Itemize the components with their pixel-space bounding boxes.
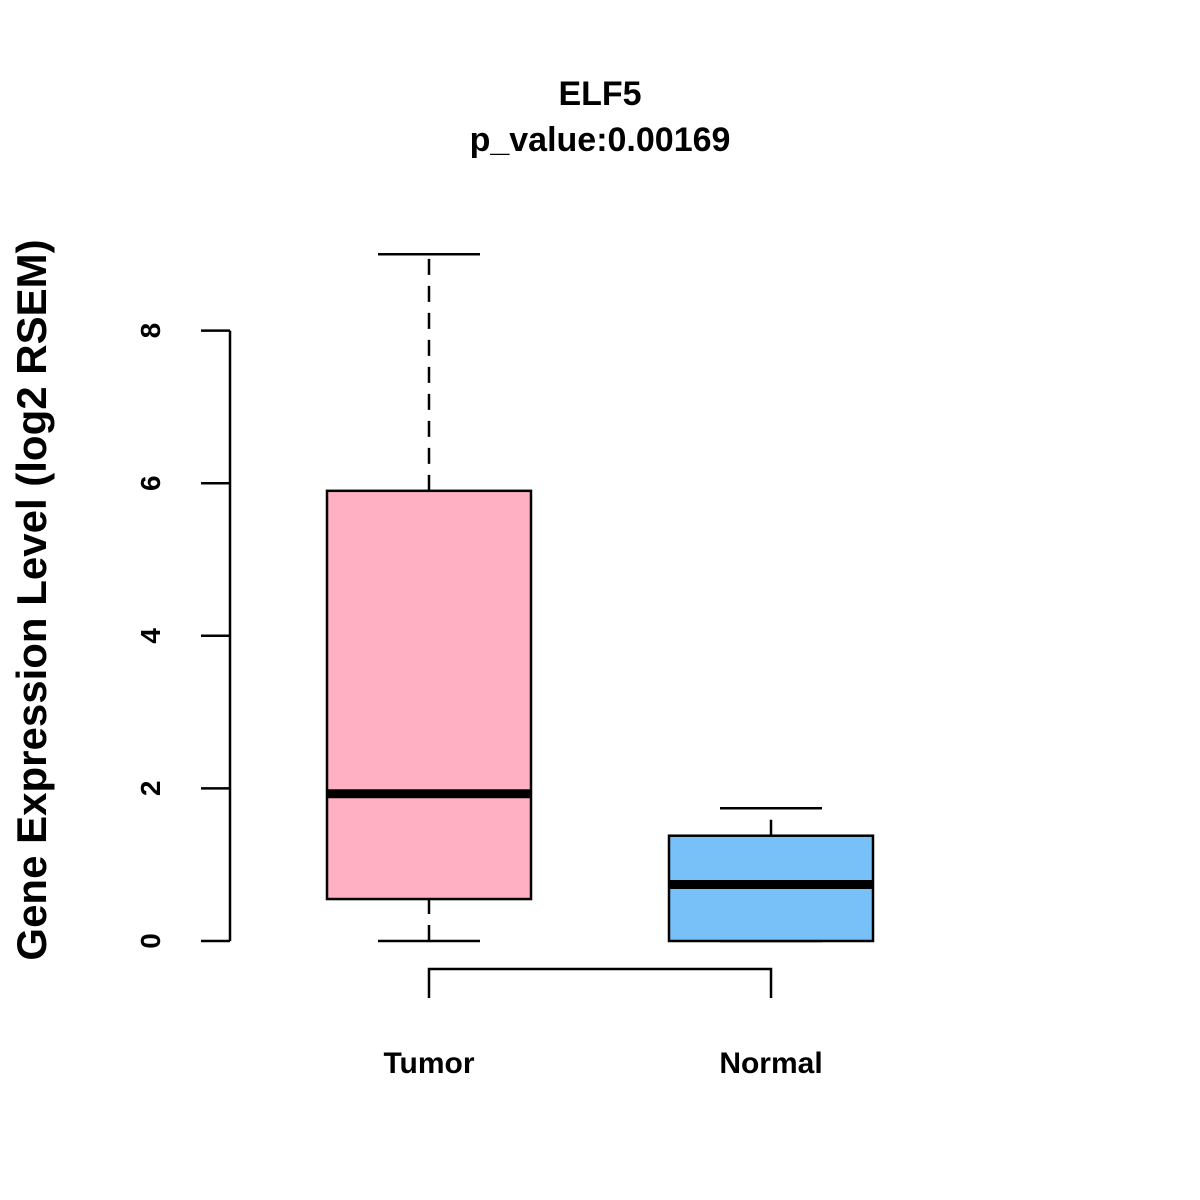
y-axis: 0 2 4 6 8 (135, 323, 232, 949)
bracket-line (427, 967, 773, 998)
x-axis-labels: Tumor Normal (383, 1047, 822, 1080)
box-tumor (325, 253, 533, 943)
chart-subtitle: p_value:0.00169 (470, 121, 731, 159)
x-label-tumor: Tumor (383, 1047, 474, 1080)
y-tick-label-0: 0 (135, 933, 166, 949)
box-iqr (325, 489, 533, 901)
y-tick-label-2: 4 (135, 628, 166, 644)
chart-title: ELF5 (558, 75, 641, 113)
y-tick-label-1: 2 (135, 781, 166, 797)
y-axis-label: Gene Expression Level (log2 RSEM) (8, 239, 55, 960)
comparison-bracket (427, 967, 773, 998)
boxes-layer (325, 253, 875, 943)
box-normal (667, 806, 875, 943)
x-label-normal: Normal (719, 1047, 822, 1080)
y-tick-label-4: 8 (135, 323, 166, 339)
y-tick-label-3: 6 (135, 475, 166, 491)
